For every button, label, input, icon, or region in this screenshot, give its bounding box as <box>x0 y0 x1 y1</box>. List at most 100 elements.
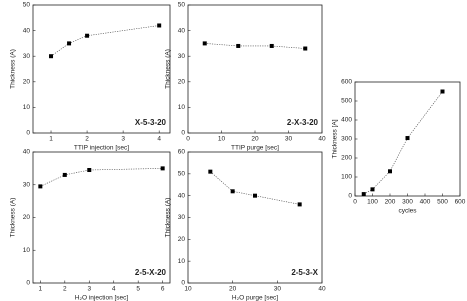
y-tick-label: 400 <box>341 117 352 124</box>
x-tick-label: 30 <box>274 286 282 293</box>
y-axis-label: Thickness (A) <box>165 49 172 89</box>
x-tick-label: 200 <box>385 199 396 206</box>
x-axis-label: TTIP injection [sec] <box>74 145 129 152</box>
y-axis-label: Thickness (A) <box>10 198 17 238</box>
y-tick-label: 20 <box>178 236 186 243</box>
y-tick-label: 0 <box>348 193 352 200</box>
data-point <box>67 41 72 46</box>
y-tick-label: 20 <box>178 79 186 86</box>
data-point <box>157 23 162 28</box>
data-point <box>303 46 308 51</box>
x-tick-label: 5 <box>136 286 140 293</box>
plot-frame <box>187 151 323 284</box>
x-tick-label: 0 <box>353 199 357 206</box>
y-tick-label: 20 <box>23 214 31 221</box>
data-point <box>62 172 67 177</box>
y-tick-label: 30 <box>23 53 31 60</box>
data-point <box>202 41 207 46</box>
x-tick-label: 6 <box>161 286 165 293</box>
data-point <box>85 33 90 38</box>
y-tick-label: 10 <box>178 258 186 265</box>
y-tick-label: 300 <box>341 136 352 143</box>
data-point <box>388 169 392 174</box>
y-tick-label: 0 <box>26 130 30 137</box>
x-tick-label: 400 <box>420 199 431 206</box>
x-tick-label: 30 <box>285 136 293 143</box>
data-point <box>236 43 241 48</box>
y-axis-label: Thickness (A) <box>10 49 17 89</box>
x-axis-label: cycles <box>398 208 417 215</box>
plot-frame <box>32 151 171 284</box>
series-line <box>50 25 160 57</box>
annotation: X-5-3-20 <box>135 118 167 127</box>
data-point <box>370 187 375 192</box>
x-tick-label: 500 <box>437 199 448 206</box>
data-point <box>49 54 54 59</box>
x-tick-label: 4 <box>157 136 161 143</box>
x-tick-label: 10 <box>218 136 226 143</box>
y-tick-label: 20 <box>23 79 31 86</box>
x-tick-label: 0 <box>186 136 190 143</box>
y-tick-label: 40 <box>23 27 31 34</box>
annotation: 2-5-3-X <box>291 268 318 277</box>
data-point <box>269 43 274 48</box>
x-tick-label: 1 <box>49 136 53 143</box>
y-tick-label: 0 <box>26 280 30 287</box>
x-axis-label: TTIP purge [sec] <box>231 145 279 152</box>
data-point <box>361 192 366 197</box>
y-tick-label: 0 <box>181 130 185 137</box>
series-line <box>210 171 300 205</box>
data-point <box>230 189 235 194</box>
series-line <box>40 168 163 187</box>
x-tick-label: 600 <box>455 199 466 206</box>
y-tick-label: 50 <box>23 2 31 9</box>
x-tick-label: 1 <box>39 286 43 293</box>
data-point <box>440 89 445 94</box>
data-point <box>208 169 213 174</box>
x-tick-label: 300 <box>402 199 413 206</box>
y-tick-label: 10 <box>178 104 186 111</box>
y-tick-label: 50 <box>178 171 186 178</box>
annotation: 2-X-3-20 <box>287 118 319 127</box>
x-tick-label: 2 <box>85 136 89 143</box>
x-tick-label: 40 <box>318 136 326 143</box>
y-axis-label: Thickness (A) <box>165 198 172 238</box>
x-tick-label: 3 <box>87 286 91 293</box>
data-point <box>38 184 43 189</box>
y-tick-label: 30 <box>178 214 186 221</box>
y-tick-label: 40 <box>178 192 186 199</box>
x-tick-label: 4 <box>112 286 116 293</box>
data-point <box>297 202 302 207</box>
y-tick-label: 500 <box>341 98 352 105</box>
plot-frame <box>187 4 323 134</box>
y-tick-label: 10 <box>23 104 31 111</box>
y-tick-label: 50 <box>178 2 186 9</box>
y-tick-label: 0 <box>181 280 185 287</box>
data-point <box>87 168 92 173</box>
x-axis-label: H₂O purge [sec] <box>232 295 278 301</box>
x-tick-label: 20 <box>251 136 259 143</box>
data-point <box>160 166 165 171</box>
y-tick-label: 60 <box>178 149 186 156</box>
x-tick-label: 20 <box>229 286 237 293</box>
x-tick-label: 2 <box>63 286 67 293</box>
y-tick-label: 30 <box>178 53 186 60</box>
data-point <box>405 136 410 141</box>
series-line <box>363 91 443 195</box>
y-tick-label: 200 <box>341 155 352 162</box>
series-line <box>204 43 306 49</box>
y-tick-label: 600 <box>341 79 352 86</box>
x-tick-label: 100 <box>367 199 378 206</box>
x-tick-label: 3 <box>121 136 125 143</box>
y-tick-label: 40 <box>23 149 31 156</box>
plot-frame <box>32 4 171 134</box>
y-tick-label: 10 <box>23 247 31 254</box>
y-axis-label: Thickness [A] <box>332 119 339 158</box>
y-tick-label: 40 <box>178 27 186 34</box>
x-tick-label: 10 <box>184 286 192 293</box>
data-point <box>253 193 257 198</box>
y-tick-label: 100 <box>341 174 352 181</box>
annotation: 2-5-X-20 <box>135 268 167 277</box>
y-tick-label: 30 <box>23 181 31 188</box>
